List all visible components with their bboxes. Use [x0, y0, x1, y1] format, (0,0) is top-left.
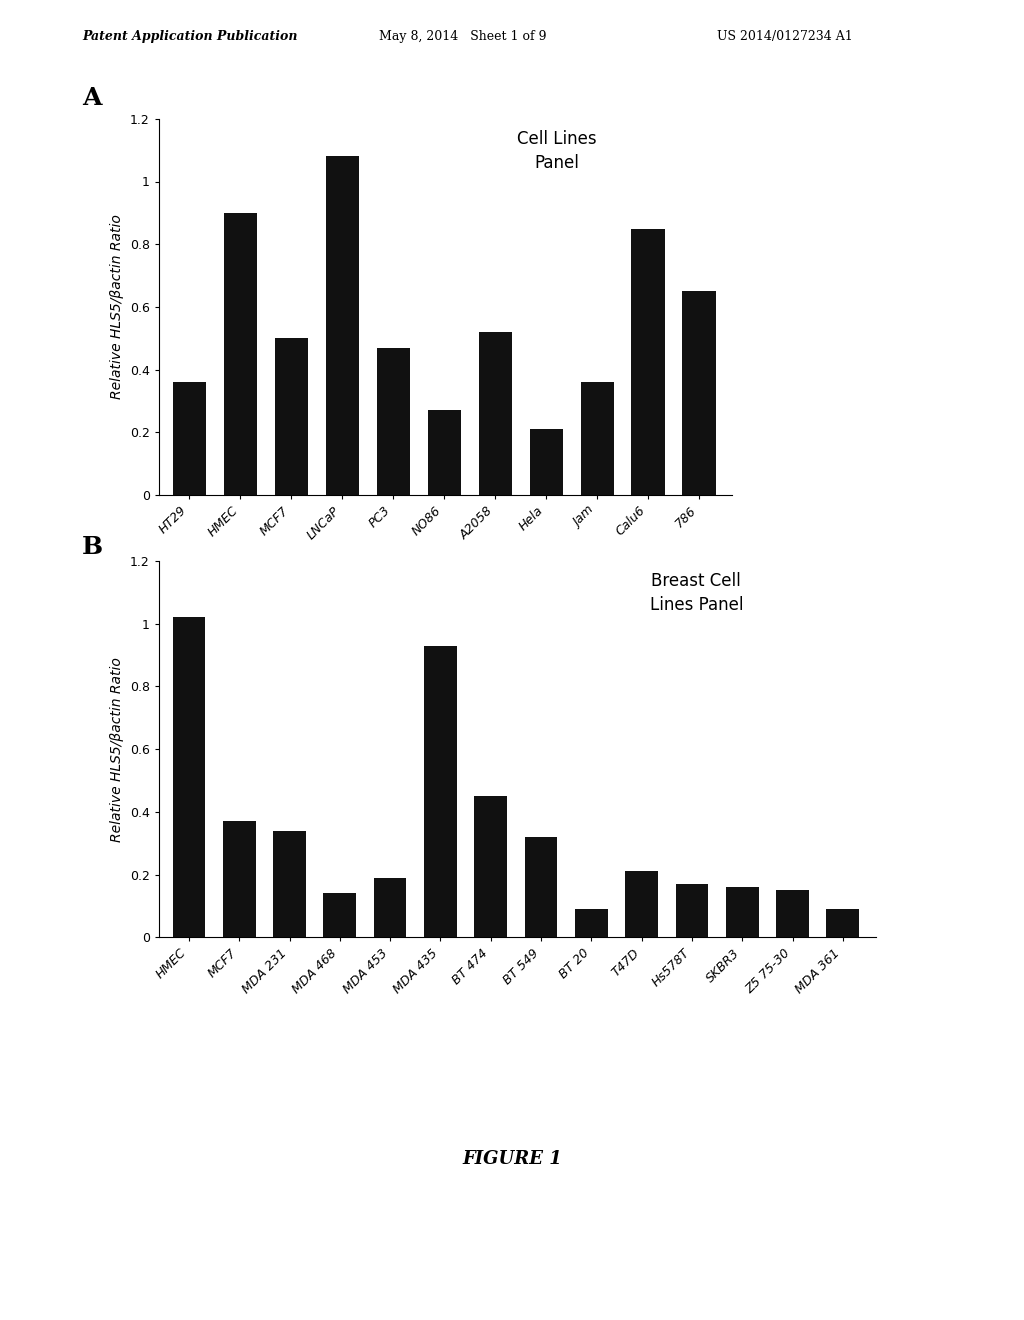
Bar: [326, 157, 358, 495]
Bar: [324, 894, 356, 937]
Text: FIGURE 1: FIGURE 1: [462, 1150, 562, 1168]
Bar: [776, 890, 809, 937]
Bar: [173, 618, 205, 937]
Text: May 8, 2014   Sheet 1 of 9: May 8, 2014 Sheet 1 of 9: [379, 30, 547, 44]
Bar: [223, 821, 256, 937]
Bar: [676, 884, 709, 937]
Bar: [581, 383, 613, 495]
Bar: [377, 347, 410, 495]
Bar: [274, 338, 308, 495]
Bar: [524, 837, 557, 937]
Bar: [374, 878, 407, 937]
Bar: [478, 333, 512, 495]
Text: Breast Cell
Lines Panel: Breast Cell Lines Panel: [649, 573, 743, 614]
Bar: [726, 887, 759, 937]
Bar: [273, 830, 306, 937]
Text: B: B: [82, 535, 103, 558]
Bar: [826, 909, 859, 937]
Bar: [428, 411, 461, 495]
Bar: [223, 213, 257, 495]
Text: Patent Application Publication: Patent Application Publication: [82, 30, 297, 44]
Bar: [474, 796, 507, 937]
Bar: [529, 429, 562, 495]
Bar: [173, 383, 206, 495]
Bar: [682, 292, 716, 495]
Y-axis label: Relative HLS5/βactin Ratio: Relative HLS5/βactin Ratio: [111, 214, 124, 400]
Bar: [632, 228, 665, 495]
Text: Cell Lines
Panel: Cell Lines Panel: [517, 131, 597, 172]
Text: US 2014/0127234 A1: US 2014/0127234 A1: [717, 30, 853, 44]
Bar: [424, 645, 457, 937]
Text: A: A: [82, 86, 101, 110]
Bar: [574, 909, 607, 937]
Y-axis label: Relative HLS5/βactin Ratio: Relative HLS5/βactin Ratio: [111, 656, 124, 842]
Bar: [626, 871, 658, 937]
